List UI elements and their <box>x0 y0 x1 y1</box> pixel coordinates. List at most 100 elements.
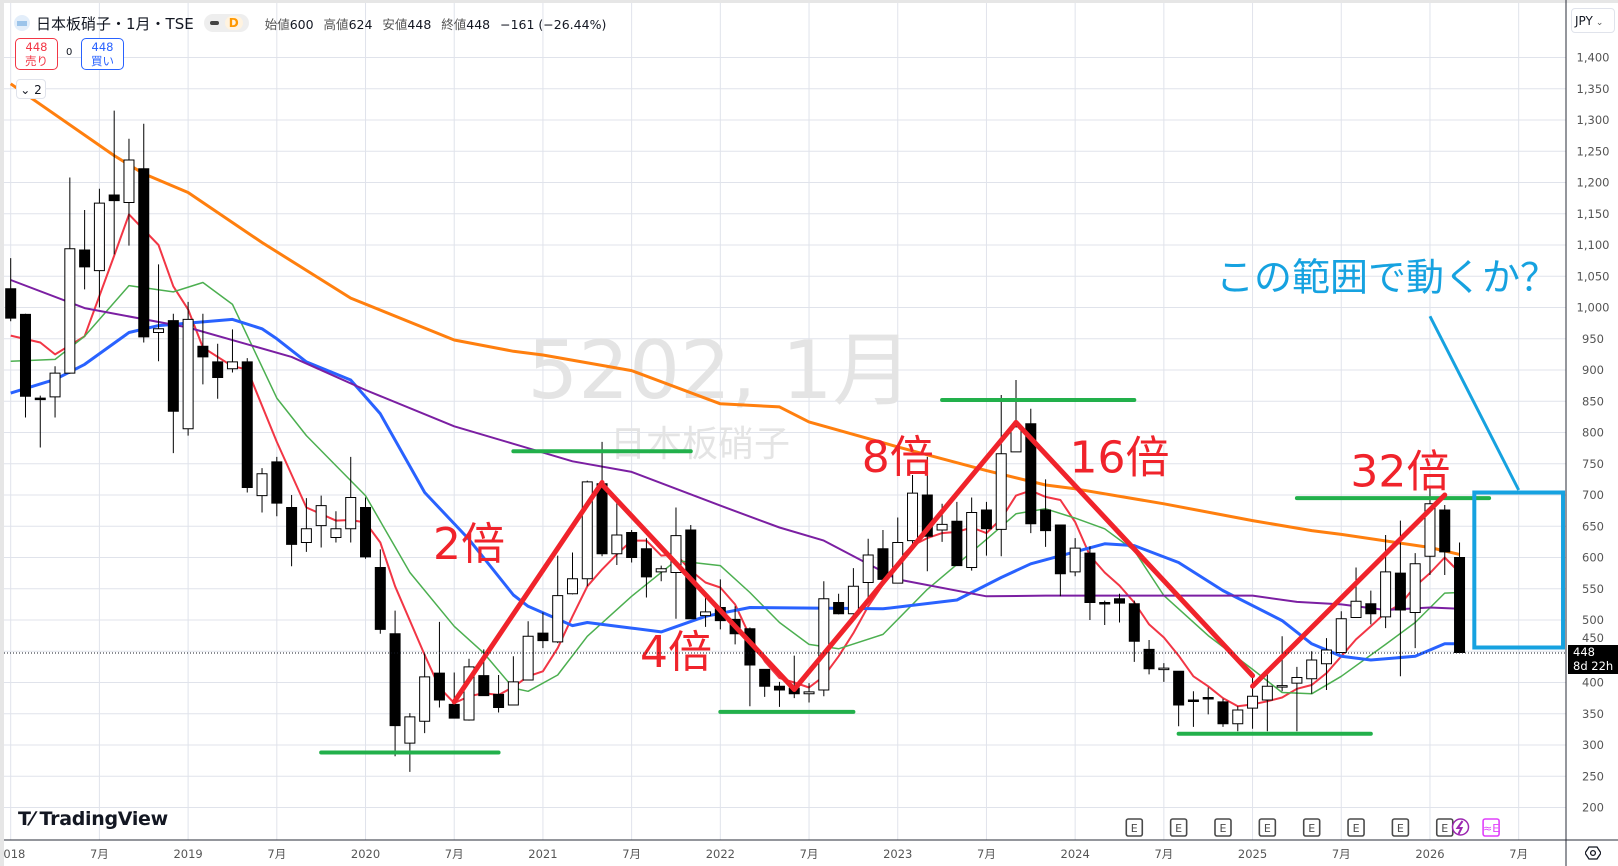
candle-down[interactable] <box>167 320 179 412</box>
candle-down[interactable] <box>212 361 224 378</box>
range-pointer-line[interactable] <box>1428 315 1521 491</box>
candle-up[interactable] <box>300 528 312 543</box>
candle-up[interactable] <box>182 318 194 430</box>
candle-down[interactable] <box>197 345 209 358</box>
sell-button[interactable]: 448 売り <box>15 38 58 70</box>
candle-down[interactable] <box>1365 603 1377 615</box>
candle-down[interactable] <box>1114 598 1125 604</box>
candle-down[interactable] <box>1187 699 1199 702</box>
candle-up[interactable] <box>862 554 874 583</box>
candle-down[interactable] <box>138 168 150 338</box>
candle-up[interactable] <box>330 528 342 538</box>
candle-down[interactable] <box>596 483 608 555</box>
currency-select[interactable]: JPY ⌄ <box>1571 8 1615 33</box>
candle-up[interactable] <box>655 568 667 573</box>
candle-down[interactable] <box>626 532 638 558</box>
trend-line[interactable] <box>599 481 797 692</box>
annotation-text[interactable]: 16倍 <box>1070 433 1170 484</box>
candle-up[interactable] <box>463 666 475 721</box>
candle-up[interactable] <box>315 505 327 527</box>
candle-down[interactable] <box>1084 552 1096 603</box>
candle-up[interactable] <box>226 361 238 370</box>
market-status-badge[interactable]: D <box>203 14 249 32</box>
candle-down[interactable] <box>1439 509 1451 553</box>
candle-up[interactable] <box>345 497 357 530</box>
candle-down[interactable] <box>833 602 845 615</box>
candle-up[interactable] <box>49 372 61 398</box>
candle-down[interactable] <box>19 313 31 397</box>
trend-line[interactable] <box>1013 420 1256 679</box>
earnings-marker[interactable] <box>1169 818 1188 837</box>
candle-down[interactable] <box>537 632 549 642</box>
candle-up[interactable] <box>581 481 593 580</box>
candle-up[interactable] <box>907 492 919 542</box>
candle-up[interactable] <box>847 585 859 615</box>
candle-down[interactable] <box>241 361 253 488</box>
candle-down[interactable] <box>493 693 505 708</box>
candle-down[interactable] <box>1054 524 1066 575</box>
candle-up[interactable] <box>611 534 623 555</box>
candle-up[interactable] <box>1320 649 1332 665</box>
candle-down[interactable] <box>980 509 992 530</box>
candle-up[interactable] <box>522 635 534 681</box>
indicators-toggle-button[interactable]: ⌄ 2 <box>16 79 46 99</box>
buy-button[interactable]: 448 買い <box>81 38 124 70</box>
candle-up[interactable] <box>153 328 165 333</box>
annotation-text[interactable]: 32倍 <box>1350 446 1450 497</box>
candle-up[interactable] <box>404 716 416 744</box>
candle-up[interactable] <box>803 691 815 695</box>
upcoming-earnings-marker[interactable] <box>1482 818 1500 837</box>
candle-up[interactable] <box>1424 503 1436 557</box>
earnings-marker[interactable] <box>1125 818 1144 837</box>
annotation-text[interactable]: 4倍 <box>640 627 712 678</box>
trend-line[interactable] <box>791 420 1019 692</box>
earnings-marker[interactable] <box>1258 818 1277 837</box>
candle-down[interactable] <box>286 507 298 545</box>
candle-up[interactable] <box>507 681 519 706</box>
settings-icon[interactable] <box>1585 845 1601 861</box>
range-rectangle[interactable] <box>1472 490 1566 650</box>
annotation-text[interactable]: この範囲で動くか？ <box>1216 256 1558 300</box>
earnings-marker[interactable] <box>1347 818 1365 837</box>
candle-down[interactable] <box>640 548 652 578</box>
candle-down[interactable] <box>1217 701 1229 725</box>
candle-down[interactable] <box>360 507 372 558</box>
candle-up[interactable] <box>93 202 105 272</box>
symbol-title[interactable]: 日本板硝子・1月・TSE <box>36 14 194 33</box>
candle-up[interactable] <box>670 535 682 573</box>
candle-up[interactable] <box>1158 667 1170 671</box>
candle-up[interactable] <box>1232 709 1244 725</box>
candle-down[interactable] <box>1454 557 1466 653</box>
candle-down[interactable] <box>921 494 933 537</box>
candle-down[interactable] <box>389 633 401 727</box>
candle-down[interactable] <box>5 288 17 319</box>
annotation-text[interactable]: 8倍 <box>862 432 934 483</box>
candle-up[interactable] <box>1010 426 1022 453</box>
candle-up[interactable] <box>256 473 268 497</box>
candle-down[interactable] <box>1040 509 1052 532</box>
candle-up[interactable] <box>419 676 431 722</box>
candle-up[interactable] <box>64 248 76 374</box>
earnings-marker[interactable] <box>1391 818 1410 837</box>
candle-down[interactable] <box>1143 648 1155 670</box>
candle-down[interactable] <box>34 397 46 401</box>
candle-up[interactable] <box>936 523 948 531</box>
candle-down[interactable] <box>1173 670 1185 706</box>
trend-line[interactable] <box>451 480 605 705</box>
candle-up[interactable] <box>1261 685 1273 701</box>
candle-up[interactable] <box>1409 563 1421 613</box>
candle-down[interactable] <box>79 249 91 268</box>
candle-down[interactable] <box>1025 423 1037 525</box>
candle-up[interactable] <box>818 598 830 691</box>
candle-up[interactable] <box>1306 659 1318 680</box>
candle-down[interactable] <box>478 675 490 697</box>
candle-down[interactable] <box>1202 697 1214 700</box>
candle-down[interactable] <box>1394 572 1406 611</box>
candle-down[interactable] <box>374 567 386 630</box>
price-axis[interactable]: 200 250 300 350 400 450 500 550 600 650 700 750 800 8… <box>1577 51 1610 815</box>
candle-down[interactable] <box>271 461 283 504</box>
candle-up[interactable] <box>1276 685 1288 688</box>
candle-up[interactable] <box>1247 695 1259 709</box>
candle-down[interactable] <box>773 685 785 691</box>
